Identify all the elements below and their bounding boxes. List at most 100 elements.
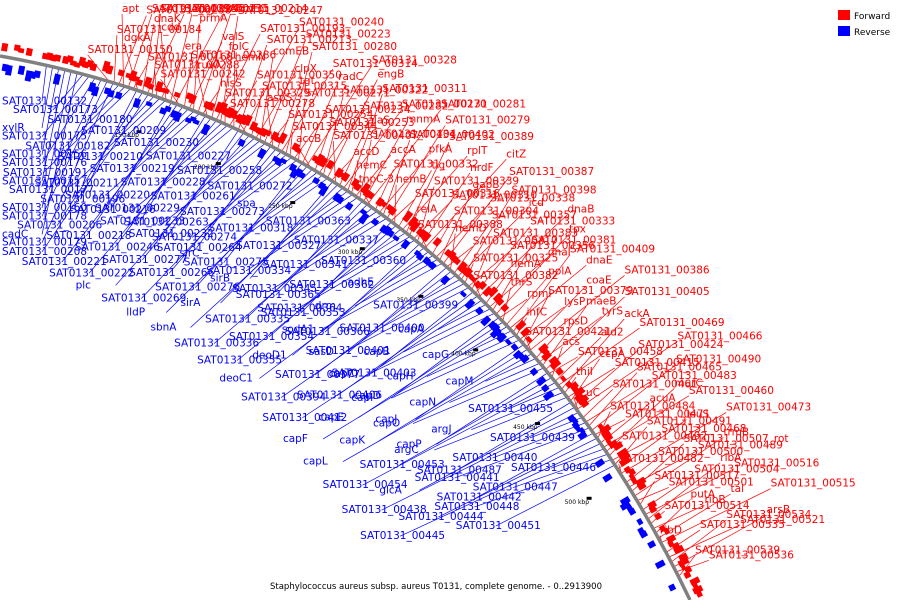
forward-gene-feature (409, 220, 421, 233)
legend-reverse-swatch (838, 26, 850, 36)
leader-line (41, 77, 96, 164)
forward-gene-label: comEC (231, 3, 267, 15)
scale-tick-label: 150 kbp (114, 132, 139, 139)
forward-gene-label: dnaI (548, 246, 571, 258)
forward-gene-label: hemN (235, 52, 266, 64)
forward-gene-label: SAT0131_00405 (625, 286, 710, 298)
reverse-gene-label: SAT0131_00336 (174, 337, 259, 349)
forward-gene-feature (366, 190, 375, 200)
forward-gene-feature (135, 78, 144, 87)
reverse-gene-feature (510, 343, 519, 352)
leader-line (403, 308, 491, 353)
leader-line (495, 234, 570, 315)
forward-gene-feature (678, 552, 689, 562)
leader-line (345, 287, 470, 352)
reverse-gene-label: SAT0131_00266 (129, 267, 214, 279)
forward-gene-label: hemD (455, 223, 486, 235)
reverse-gene-label: capI (351, 392, 373, 404)
reverse-gene-feature (480, 315, 492, 327)
forward-gene-feature (618, 456, 632, 467)
reverse-gene-label: capO (373, 418, 400, 430)
leader-line (87, 54, 110, 82)
reverse-gene-label: deoC1 (219, 372, 253, 384)
reverse-gene-label: capE (319, 412, 345, 424)
forward-gene-feature (647, 500, 658, 510)
leader-line (420, 172, 471, 246)
reverse-gene-label: SAT0131_00246 (75, 241, 160, 253)
reverse-gene-label: SAT0131_00191 (3, 167, 88, 179)
reverse-gene-label: SAT0131_00451 (456, 520, 541, 532)
reverse-gene-label: SAT0131_00354 (229, 331, 314, 343)
scale-tick-label: 250 kbp (268, 203, 293, 210)
leader-line (502, 287, 511, 322)
reverse-gene-feature (33, 70, 41, 79)
forward-gene-label: SAT0131_00238 (146, 5, 231, 17)
gene-features (0, 42, 704, 598)
forward-gene-label: SAT0131_00424 (638, 339, 723, 351)
leader-line (379, 283, 465, 329)
forward-gene-feature (636, 481, 647, 491)
reverse-gene-label: SAT0131_00445 (360, 530, 445, 542)
forward-gene-label: acuC (574, 387, 600, 399)
forward-gene-label: rplT (467, 145, 488, 157)
leader-line (170, 13, 193, 102)
reverse-gene-feature (312, 176, 321, 185)
leader-line (660, 488, 771, 544)
reverse-gene-label: capM (445, 375, 473, 387)
forward-gene-label: SAT0131_00344 (292, 121, 377, 133)
forward-gene-feature (421, 231, 432, 243)
leader-line (582, 389, 613, 419)
leader-line (322, 325, 508, 440)
leader-line (329, 236, 411, 286)
leader-line (154, 70, 158, 97)
forward-gene-label: SAT0131_00271 (305, 87, 390, 99)
forward-gene-label: hemC (356, 160, 387, 172)
forward-gene-label: SAT0131_00514 (665, 500, 750, 512)
leader-line (391, 339, 520, 399)
leader-line (560, 318, 625, 390)
forward-gene-label: tgt (300, 75, 315, 87)
leader-line (259, 56, 274, 141)
forward-gene-label: SAT0131_00316 (415, 188, 500, 200)
reverse-gene-feature (392, 234, 400, 242)
forward-gene-label: nrdF (470, 162, 494, 174)
leader-line (245, 197, 358, 272)
forward-gene-label: era (185, 41, 202, 53)
reverse-gene-label: SAT0131_00447 (473, 482, 558, 494)
leader-line (266, 102, 274, 148)
reverse-gene-label: SAT0131_00222 (49, 267, 134, 279)
forward-gene-feature (607, 439, 619, 450)
scale-tick-mark (418, 294, 424, 298)
leader-line (457, 207, 529, 277)
reverse-gene-feature (654, 559, 666, 570)
forward-gene-feature (492, 292, 504, 304)
forward-gene-label: SAT0131_00350 (257, 70, 342, 82)
reverse-gene-label: SAT0131_00400 (340, 322, 425, 334)
leader-line (585, 380, 652, 423)
leader-line (196, 145, 272, 249)
reverse-gene-label: SAT0131_00401 (306, 345, 391, 357)
leader-line (554, 337, 602, 382)
forward-gene-label: SAT0131_00521 (740, 514, 825, 526)
leader-line (160, 124, 228, 183)
forward-gene-label: ccpA (600, 348, 626, 360)
leader-line (166, 168, 313, 313)
leader-line (86, 104, 178, 237)
reverse-gene-feature (627, 507, 637, 516)
reverse-gene-label: SAT0131_00258 (177, 165, 262, 177)
reverse-gene-label: SAT0131_00211 (34, 178, 119, 190)
forward-gene-label: SAT0131_00469 (640, 317, 725, 329)
forward-gene-feature (456, 261, 468, 273)
forward-gene-feature (616, 447, 629, 459)
reverse-gene-feature (490, 322, 501, 333)
leader-line (505, 276, 549, 326)
forward-gene-label: SAT0131_00383 (493, 228, 578, 240)
forward-gene-label: SAT0131_00184 (117, 24, 202, 36)
forward-gene-feature (334, 167, 344, 179)
leader-line (160, 79, 181, 106)
reverse-gene-feature (279, 157, 288, 165)
leader-line (603, 395, 690, 448)
forward-gene-label: tig (432, 159, 446, 171)
forward-gene-label: SAT0131_00322 (343, 84, 428, 96)
forward-gene-label: prmA (199, 13, 228, 25)
